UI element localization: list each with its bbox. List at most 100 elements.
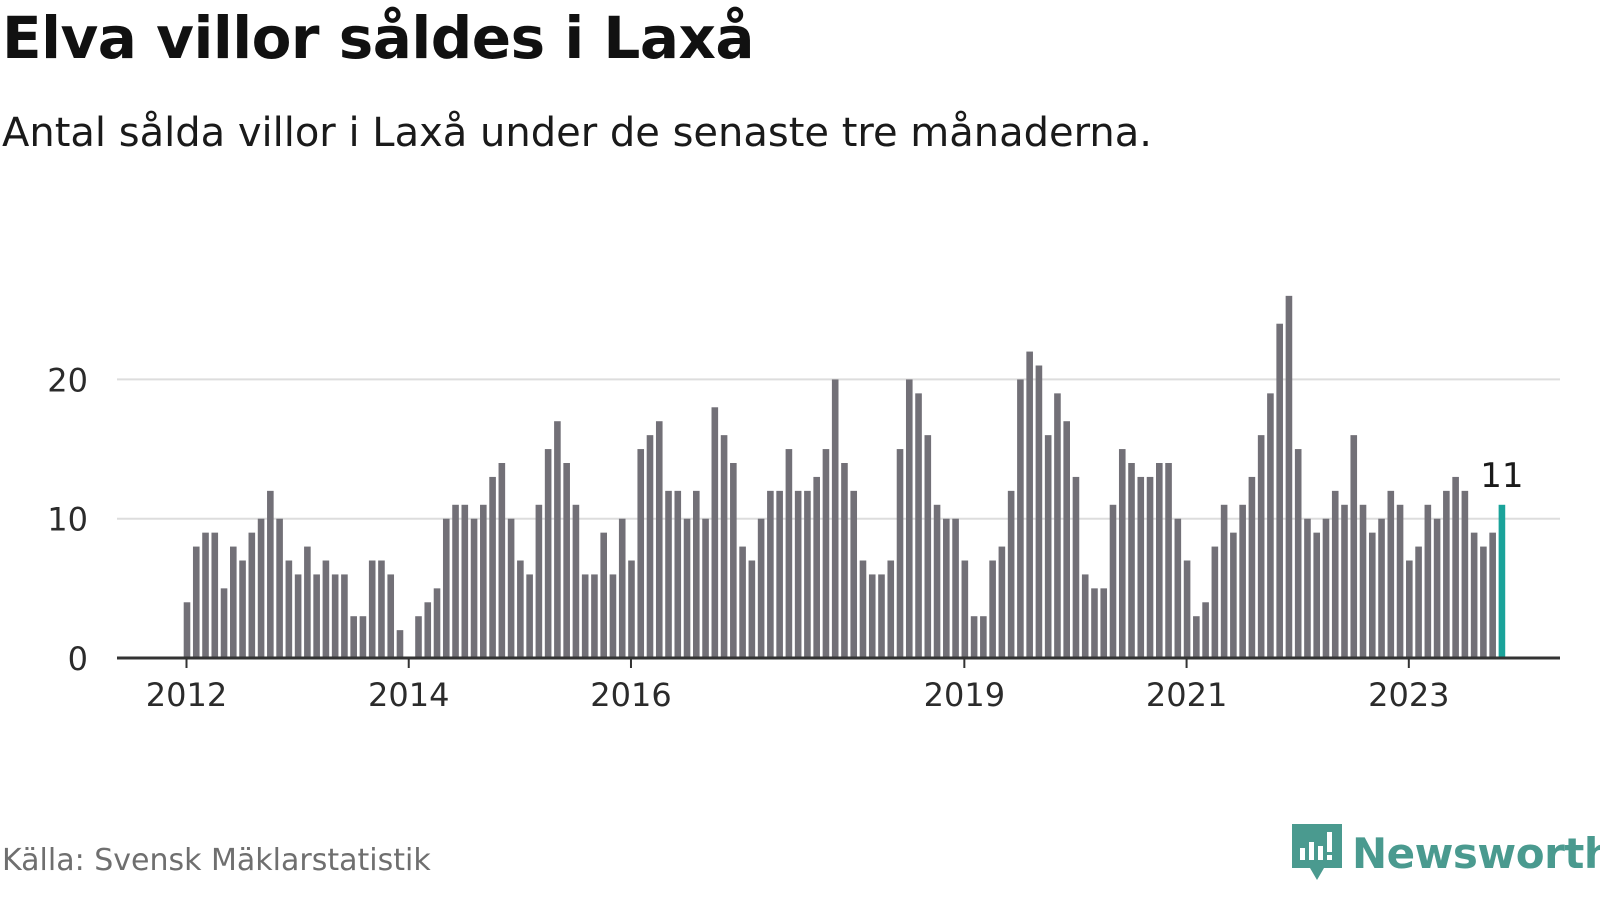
bar [896,449,904,658]
bar [1202,602,1209,658]
bar [831,379,839,658]
bar [285,560,293,658]
bar [850,490,858,658]
bar [887,560,895,658]
newsworthy-icon [1292,824,1342,880]
x-tick-label: 2016 [590,676,671,714]
bar [572,504,580,658]
bar [943,518,950,658]
bar [970,616,978,658]
bar [609,574,617,658]
bar [748,560,756,658]
bar [989,560,996,658]
bar [1294,449,1302,658]
bar [368,560,376,658]
bar [1350,435,1358,658]
bar [341,574,348,658]
bar [1433,518,1441,658]
bar [980,616,987,658]
y-tick-label: 20 [47,361,88,399]
bar [424,602,432,658]
bar [628,560,635,658]
bar [822,449,830,658]
tick-labels: 0 10 20 11 2012 2014 2016 2019 2021 2023 [47,361,1523,714]
x-tick-label: 2023 [1368,676,1449,714]
bar [563,463,570,658]
bar [294,574,302,658]
bar [1211,546,1219,658]
bar [461,504,469,658]
bar [1220,504,1228,658]
bar [711,407,719,658]
bar [1406,560,1413,658]
bar [878,574,885,658]
bar [813,476,820,658]
bar [257,518,265,658]
bar [1368,532,1376,658]
bar [378,560,385,658]
bar [498,463,506,658]
bar [1304,518,1311,658]
bar [1322,518,1330,658]
y-tick-label: 10 [47,501,88,539]
bar [1072,476,1080,658]
bar [1276,323,1283,658]
brand-logo: Newsworthy [1292,824,1600,882]
bar [1480,546,1487,658]
bar [248,532,256,658]
bar [600,532,607,658]
bar [304,546,311,658]
bar [442,518,450,658]
bar [952,518,959,658]
bar [433,588,441,658]
bar [1239,504,1246,658]
bar [1183,560,1191,658]
bar [526,574,533,658]
bar [1378,518,1385,658]
brand-name: Newsworthy [1352,828,1600,878]
bar [1452,476,1459,658]
bar [1044,435,1052,658]
bar [1174,518,1182,658]
bar [1118,449,1126,658]
bar [267,490,274,658]
bar [1017,379,1024,658]
bar [415,616,422,658]
bar [646,435,654,658]
bar [1248,476,1256,658]
bar [1396,504,1404,658]
bar [1081,574,1089,658]
bar [683,518,691,658]
bar [1146,476,1154,658]
bar [720,435,728,658]
bar [1165,463,1172,658]
highlight-value-label: 11 [1480,456,1523,496]
bar [637,449,645,658]
bar [1137,476,1145,658]
bar [1193,616,1200,658]
bar [1387,490,1395,658]
bar [841,463,848,658]
bar [192,546,200,658]
bar [757,518,765,658]
x-tick-label: 2021 [1146,676,1227,714]
bar [387,574,395,658]
axes [117,656,1560,668]
bar [905,379,913,658]
bar [665,490,672,658]
bar [350,616,357,658]
y-tick-label: 0 [68,640,88,678]
bar [220,588,228,658]
bar [581,574,589,658]
bar [702,518,709,658]
bar [868,574,876,658]
bar [1257,435,1265,658]
bar [322,560,330,658]
bar [1063,421,1070,658]
bar [470,518,478,658]
bar [517,560,524,658]
bar [507,518,515,658]
bar [1470,532,1478,658]
bar [776,490,783,658]
